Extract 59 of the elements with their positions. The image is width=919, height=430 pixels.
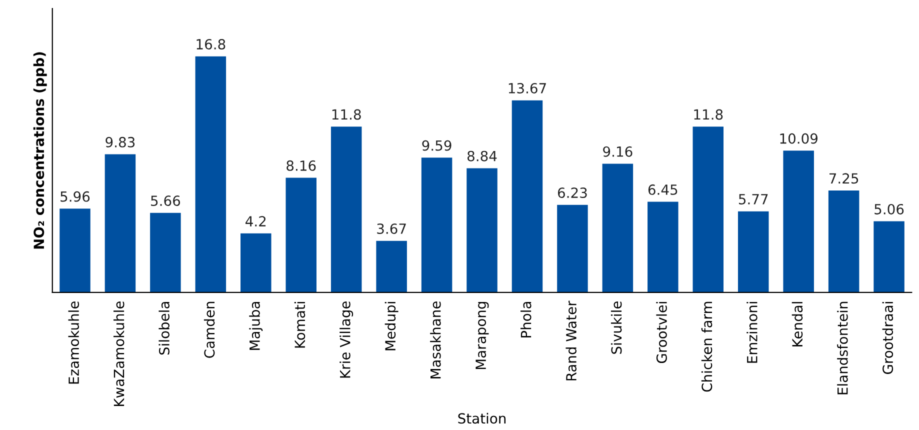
x-tick-label: Emzinoni [746,302,758,363]
data-label: 9.16 [603,146,632,157]
bar [648,202,678,292]
data-label: 10.09 [780,133,818,144]
data-label: 13.67 [508,82,546,94]
data-label: 11.8 [332,109,361,120]
x-tick-label: Kendal [792,302,803,346]
bar [557,204,588,292]
bar [421,158,452,292]
data-label: 6.45 [648,184,678,195]
data-label: 8.16 [286,160,316,171]
x-tick-label: Ezamokuhle [68,301,80,384]
bar [150,212,181,292]
x-tick-label: Phola [520,302,532,338]
data-label: 8.84 [467,150,497,162]
x-tick-label: Medupi [384,302,398,350]
x-tick-label: Grootvlei [656,302,667,364]
bar [828,190,860,292]
bar [512,100,543,292]
bar [692,126,724,292]
data-label: 6.23 [558,188,587,198]
x-tick-label: Camden [204,302,215,358]
x-tick-label: KwaZamokuhle [114,301,124,406]
data-label: 5.96 [60,191,90,202]
y-axis-title: NO₂ concentrations (ppb) [33,52,47,249]
x-tick-label: Chicken farm [701,302,712,392]
data-label: 5.06 [874,204,904,214]
x-tick-label: Majuba [249,302,263,350]
bar [874,221,904,292]
x-tick-label: Silobela [158,302,170,355]
x-axis-title: Station [458,412,506,424]
data-label: 11.8 [694,109,723,120]
x-tick-label: Sivukile [610,301,622,354]
data-label: 7.25 [829,173,858,184]
x-tick-label: Grootdraai [882,302,894,374]
data-label: 16.8 [196,39,226,50]
data-label: 4.2 [246,216,266,226]
data-label: 5.66 [151,196,180,206]
bar [195,56,226,292]
bar [602,164,634,292]
x-tick-label: Elandsfontein [837,302,848,394]
x-tick-label: Komati [294,302,306,348]
x-tick-label: Masakhane [430,301,441,378]
bar [466,168,498,292]
data-label: 9.83 [106,136,135,148]
bar [104,154,136,292]
bar [330,126,362,292]
bar [376,240,407,292]
x-tick-label: Rand Water [566,300,576,380]
bar [738,211,769,292]
bar [783,150,814,292]
x-tick-label: Krie Village [340,301,354,378]
x-tick-label: Marapong [476,302,489,370]
data-label: 9.59 [422,140,452,151]
bar [286,178,316,292]
data-label: 3.67 [377,223,406,234]
data-label: 5.77 [738,194,768,204]
bar [240,233,272,292]
bar [60,208,90,292]
